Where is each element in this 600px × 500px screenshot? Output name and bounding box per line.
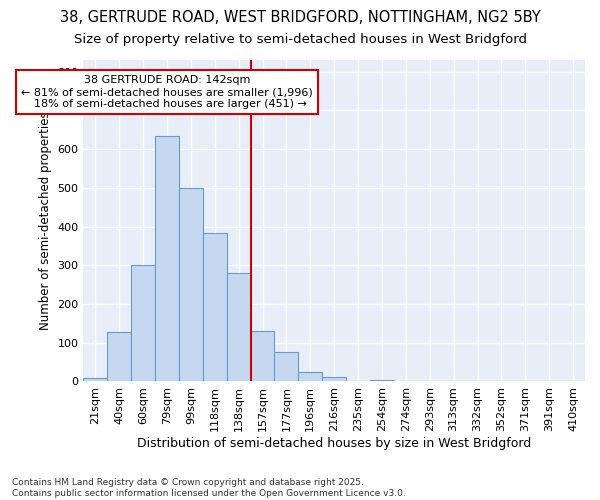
Text: Contains HM Land Registry data © Crown copyright and database right 2025.
Contai: Contains HM Land Registry data © Crown c… [12,478,406,498]
Bar [179,188,203,382]
Bar [155,136,179,382]
Text: 38 GERTRUDE ROAD: 142sqm
← 81% of semi-detached houses are smaller (1,996)
  18%: 38 GERTRUDE ROAD: 142sqm ← 81% of semi-d… [21,76,313,108]
Bar [274,352,298,382]
Y-axis label: Number of semi-detached properties: Number of semi-detached properties [39,112,52,330]
Bar [370,380,394,382]
X-axis label: Distribution of semi-detached houses by size in West Bridgford: Distribution of semi-detached houses by … [137,437,532,450]
Bar [322,377,346,382]
Bar [251,331,274,382]
Bar [227,273,251,382]
Bar [107,332,131,382]
Bar [203,233,227,382]
Text: 38, GERTRUDE ROAD, WEST BRIDGFORD, NOTTINGHAM, NG2 5BY: 38, GERTRUDE ROAD, WEST BRIDGFORD, NOTTI… [59,10,541,25]
Bar [83,378,107,382]
Text: Size of property relative to semi-detached houses in West Bridgford: Size of property relative to semi-detach… [74,32,527,46]
Bar [131,266,155,382]
Bar [298,372,322,382]
